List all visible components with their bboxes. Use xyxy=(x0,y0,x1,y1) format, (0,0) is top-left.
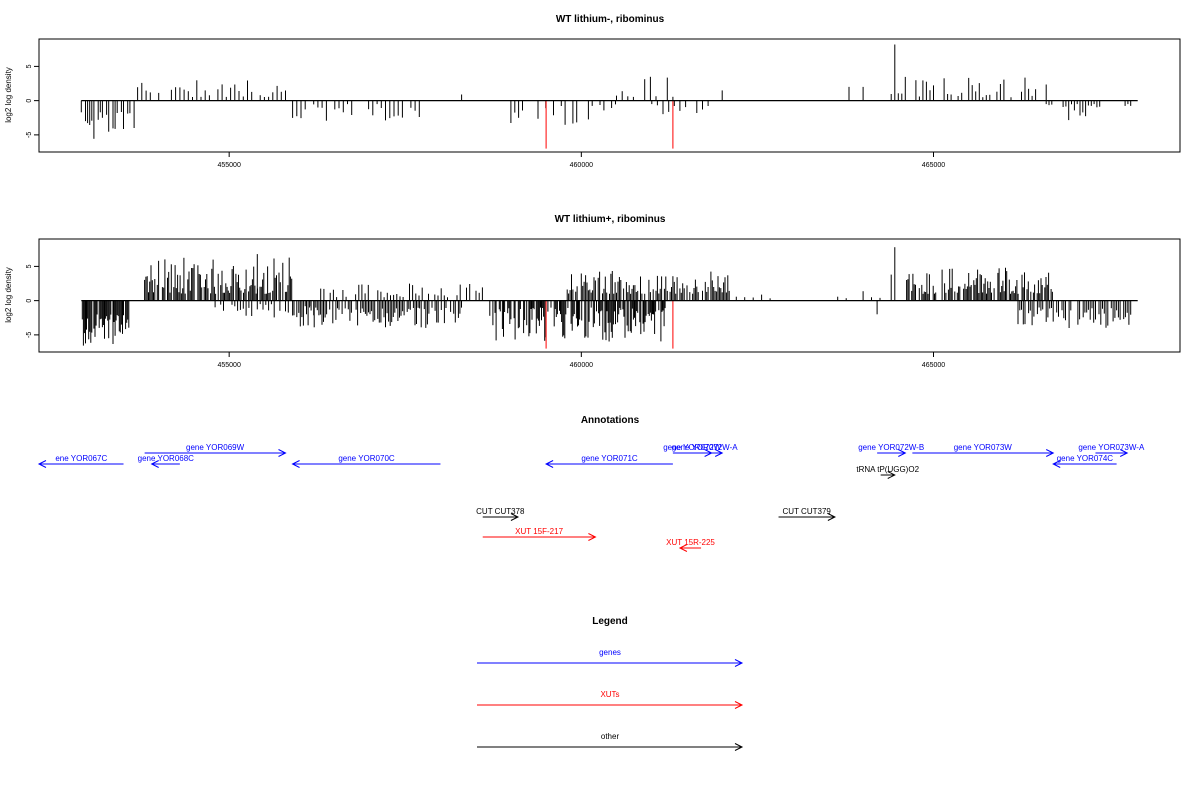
arrowhead xyxy=(1045,449,1055,457)
x-tick-label: 455000 xyxy=(217,362,240,369)
annotation-feature: gene YOR073W xyxy=(912,443,1055,457)
arrowhead xyxy=(37,460,47,468)
feature-label: ene YOR067C xyxy=(55,454,107,463)
feature-label: gene YOR071C xyxy=(581,454,638,463)
annotation-feature: XUT 15F-217 xyxy=(482,527,597,541)
y-tick-label: 0 xyxy=(26,99,33,103)
annotation-feature: XUT 15R-225 xyxy=(666,538,715,552)
legend-label: genes xyxy=(599,648,621,657)
feature-label: XUT 15R-225 xyxy=(666,538,715,547)
legend-title: Legend xyxy=(592,616,628,627)
legend-label: XUTs xyxy=(600,690,619,699)
annotation-feature: gene YOR073W-A xyxy=(1078,443,1145,457)
feature-label: gene YOR069W xyxy=(186,443,245,452)
y-axis-label: log2 log density xyxy=(4,267,13,323)
annotation-feature: gene YOR072W-A xyxy=(672,443,739,457)
legend-item: XUTs xyxy=(477,690,744,709)
plot-frame xyxy=(38,238,1181,353)
arrowhead xyxy=(291,460,300,468)
arrowhead xyxy=(544,460,554,468)
arrowhead xyxy=(898,449,907,457)
annotations-track: Annotations ene YOR067C gene YOR069W gene … xyxy=(37,415,1145,552)
feature-label: gene YOR070C xyxy=(338,454,395,463)
arrowhead xyxy=(1052,460,1061,468)
arrowhead xyxy=(734,659,744,667)
feature-label: gene YOR073W xyxy=(954,443,1013,452)
legend-label: other xyxy=(601,732,620,741)
x-tick-label: 460000 xyxy=(570,162,593,169)
arrowhead xyxy=(510,513,520,521)
arrowhead xyxy=(887,471,896,479)
annotation-feature: gene YOR074C xyxy=(1052,454,1117,468)
y-tick-label: -5 xyxy=(26,132,33,138)
feature-label: gene YOR074C xyxy=(1057,454,1114,463)
arrowhead xyxy=(714,449,724,457)
legend-item: genes xyxy=(477,648,744,667)
annotation-feature: tRNA tP(UGG)O2 xyxy=(856,465,920,479)
arrowhead xyxy=(734,701,744,709)
panel-title: WT lithium+, ribominus xyxy=(555,214,666,225)
arrowhead xyxy=(588,533,597,541)
panel-title: WT lithium-, ribominus xyxy=(556,14,665,25)
feature-label: gene YOR068C xyxy=(138,454,195,463)
x-tick-label: 465000 xyxy=(922,162,945,169)
feature-label: XUT 15F-217 xyxy=(515,527,563,536)
feature-label: tRNA tP(UGG)O2 xyxy=(856,465,919,474)
legend-items: genes XUTs other xyxy=(477,648,744,751)
feature-label: CUT CUT378 xyxy=(476,507,525,516)
annotation-feature: gene YOR071C xyxy=(544,454,673,468)
annotation-feature: ene YOR067C xyxy=(37,454,124,468)
x-tick-label: 465000 xyxy=(922,362,945,369)
annotation-feature: CUT CUT379 xyxy=(778,507,837,521)
annotation-feature: gene YOR072W-B xyxy=(858,443,924,457)
axes: 455000 460000 465000 -5 0 5 xyxy=(26,264,945,369)
x-tick-label: 455000 xyxy=(217,162,240,169)
arrowhead xyxy=(278,449,287,457)
y-axis-label: log2 log density xyxy=(4,67,13,123)
arrowhead xyxy=(678,544,688,552)
annotation-feature: gene YOR068C xyxy=(138,454,195,468)
legend: Legend genes XUTs other xyxy=(477,616,744,751)
feature-label: CUT CUT379 xyxy=(783,507,832,516)
y-tick-label: -5 xyxy=(26,332,33,338)
y-tick-label: 5 xyxy=(26,64,33,68)
annotation-feature: CUT CUT378 xyxy=(476,507,525,521)
axes: 455000 460000 465000 -5 0 5 xyxy=(26,64,945,169)
plot-frame xyxy=(38,38,1181,153)
panel-lithium-plus: WT lithium+, ribominus 455000 460000 46500… xyxy=(4,214,1181,369)
annotations-title: Annotations xyxy=(581,415,640,426)
legend-item: other xyxy=(477,732,744,751)
annotation-feature: gene YOR070C xyxy=(291,454,441,468)
feature-label: gene YOR072W-A xyxy=(672,443,739,452)
feature-label: gene YOR073W-A xyxy=(1078,443,1145,452)
arrowhead xyxy=(150,460,159,468)
arrowhead xyxy=(734,743,744,751)
panel-lithium-minus: WT lithium-, ribominus 455000 460000 46500… xyxy=(4,14,1181,169)
bar-marks xyxy=(80,44,1138,149)
feature-label: gene YOR072W-B xyxy=(858,443,924,452)
y-tick-label: 5 xyxy=(26,264,33,268)
arrowhead xyxy=(827,513,837,521)
feature-label: gene YOR072W xyxy=(663,443,722,452)
arrowhead xyxy=(1119,449,1129,457)
x-tick-label: 460000 xyxy=(570,362,593,369)
annotation-feature: gene YOR069W xyxy=(144,443,287,457)
annotation-features: ene YOR067C gene YOR069W gene YOR068C gene … xyxy=(37,443,1145,552)
y-tick-label: 0 xyxy=(26,299,33,303)
bar-marks xyxy=(81,247,1138,349)
